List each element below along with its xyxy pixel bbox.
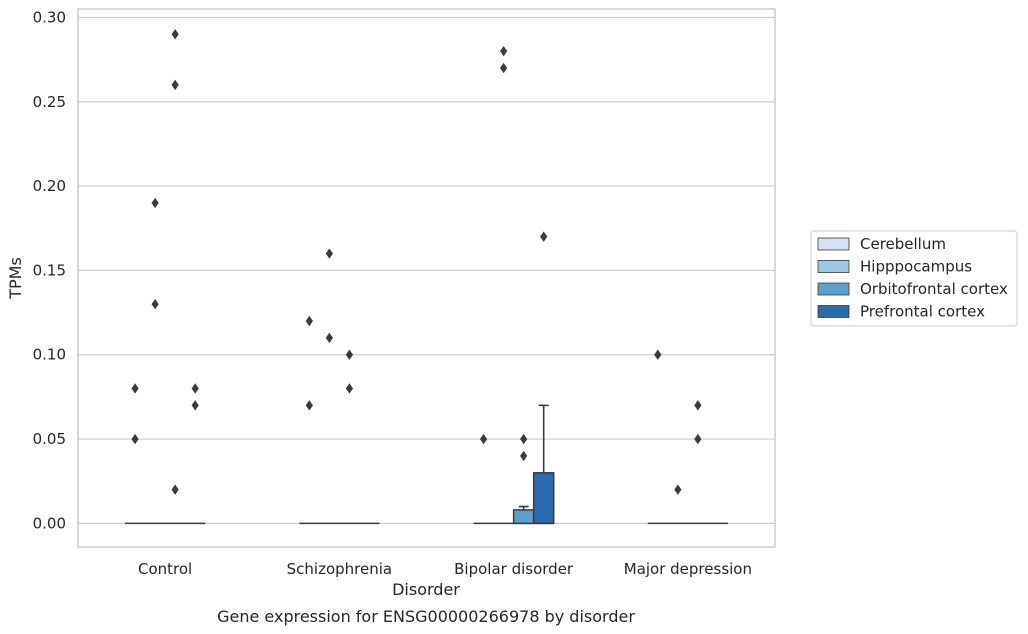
outlier-point — [171, 484, 179, 495]
legend-label: Prefrontal cortex — [860, 303, 985, 321]
outlier-point — [479, 433, 488, 445]
outlier-point — [654, 349, 662, 360]
y-tick-label: 0.20 — [33, 177, 66, 195]
box — [185, 383, 206, 525]
outlier-point — [540, 231, 548, 242]
outlier-point — [500, 45, 508, 57]
outlier-point — [305, 400, 313, 411]
y-tick-label: 0.00 — [33, 514, 66, 532]
legend-swatch — [817, 237, 850, 251]
legend-swatch — [817, 305, 850, 318]
y-tick-label: 0.30 — [33, 8, 66, 26]
outlier-point — [171, 29, 179, 40]
box — [532, 231, 555, 525]
legend-label: Orbitofrontal cortex — [860, 280, 1008, 298]
box — [493, 45, 514, 525]
outlier-point — [694, 400, 702, 411]
legend-swatch — [817, 260, 850, 273]
box — [299, 315, 320, 525]
outlier-point — [131, 383, 139, 394]
box — [687, 400, 708, 525]
chart-title: Gene expression for ENSG00000266978 by d… — [217, 607, 635, 626]
outlier-point — [520, 450, 528, 462]
y-tick-labels: 0.00 0.05 0.10 0.15 0.20 0.25 0.30 — [33, 8, 66, 532]
boxes — [125, 29, 728, 525]
box — [667, 484, 688, 525]
box — [339, 349, 360, 525]
y-tick-label: 0.15 — [33, 261, 66, 279]
y-tick-label: 0.05 — [33, 430, 66, 448]
outlier-point — [191, 383, 199, 394]
plot-frame — [77, 8, 776, 548]
outlier-point — [345, 349, 353, 360]
box — [145, 197, 166, 525]
y-tick-label: 0.10 — [33, 346, 66, 364]
x-axis-label: Disorder — [392, 580, 460, 599]
box — [473, 433, 494, 525]
x-tick-labels: Control Schizophrenia Bipolar disorder Majo… — [138, 560, 752, 578]
outlier-point — [325, 248, 333, 259]
outlier-point — [674, 484, 682, 495]
legend: Cerebellum Hipppocampus Orbitofrontal cort… — [810, 230, 1018, 327]
box-body — [532, 472, 555, 525]
x-tick-label: Major depression — [624, 560, 752, 578]
outlier-point — [151, 197, 159, 209]
outlier-point — [191, 400, 199, 411]
y-tick-label: 0.25 — [33, 93, 66, 111]
legend-label: Hipppocampus — [860, 258, 972, 276]
box — [512, 433, 535, 525]
outlier-point — [345, 383, 353, 394]
outlier-point — [305, 315, 313, 327]
box — [319, 248, 340, 525]
legend-label: Cerebellum — [860, 235, 946, 253]
outlier-point — [520, 433, 528, 445]
x-tick-label: Control — [138, 560, 192, 578]
box — [165, 29, 186, 525]
outlier-point — [325, 332, 333, 344]
box-body — [512, 509, 535, 525]
legend-frame — [810, 230, 1018, 327]
outlier-point — [151, 298, 159, 310]
outlier-point — [500, 62, 508, 74]
box — [647, 349, 668, 525]
outlier-point — [694, 433, 702, 445]
y-axis-label: TPMs — [6, 257, 25, 300]
x-tick-label: Bipolar disorder — [454, 560, 574, 578]
outlier-point — [171, 79, 179, 91]
outlier-point — [131, 433, 139, 445]
box — [125, 383, 146, 525]
x-tick-label: Schizophrenia — [287, 560, 392, 578]
legend-swatch — [817, 282, 850, 296]
